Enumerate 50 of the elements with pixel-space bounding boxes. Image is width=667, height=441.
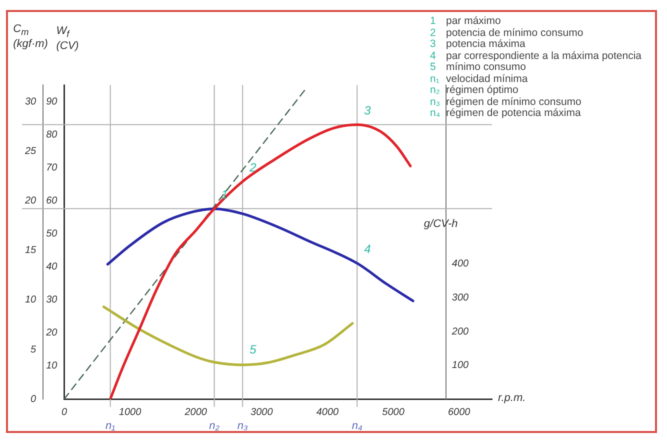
y3-tick-label: 0 bbox=[30, 394, 37, 405]
x-tick-label: 5000 bbox=[382, 406, 405, 418]
x-tick-label: 0 bbox=[61, 406, 68, 418]
y3-tick-label: 25 bbox=[24, 146, 37, 158]
line-series bbox=[102, 306, 354, 366]
line-series bbox=[106, 208, 414, 302]
y-tick-label: 30 bbox=[46, 294, 58, 306]
text: 4 par correspondiente a la máxima potencia bbox=[430, 50, 642, 62]
y-tick-label: 80 bbox=[46, 129, 58, 140]
y3-tick-label: 10 bbox=[25, 294, 37, 306]
y-tick-label: 90 bbox=[46, 96, 58, 108]
annotation: n₁ velocidad mínima bbox=[430, 72, 529, 85]
ref-line-label: n₄ bbox=[352, 420, 362, 432]
line-series bbox=[109, 123, 412, 399]
x-tick-label: 2000 bbox=[184, 406, 208, 418]
text: 5 mínimo consumo bbox=[430, 61, 526, 74]
y-tick-label: 60 bbox=[46, 195, 58, 206]
y3-tick-label: 5 bbox=[30, 344, 37, 356]
x-tick-label: 6000 bbox=[448, 406, 471, 418]
y-tick-label: 10 bbox=[46, 360, 58, 372]
annotation: 5 bbox=[250, 342, 257, 356]
y2-tick-label: 200 bbox=[450, 326, 470, 338]
annotation: n₃ régimen de mínimo consumo bbox=[430, 96, 582, 108]
y-tick-label: 20 bbox=[45, 328, 58, 339]
y-tick-label: 50 bbox=[46, 228, 58, 240]
annotation: 3 bbox=[364, 104, 372, 118]
y3-axis-title: C$_{m}$ (kgf·m) bbox=[13, 23, 49, 50]
y-tick-label: 40 bbox=[46, 262, 58, 273]
y3-tick-label: 15 bbox=[25, 245, 37, 256]
ref-line-label: n₂ bbox=[209, 420, 220, 432]
x-tick-label: 1000 bbox=[118, 406, 142, 418]
annotation: 4 bbox=[364, 242, 372, 256]
y2-tick-label: 300 bbox=[452, 292, 470, 304]
y2-tick-label: 400 bbox=[452, 258, 470, 270]
text: 1 par máximo bbox=[430, 15, 502, 28]
ref-line-label: n₁ bbox=[106, 420, 116, 432]
ref-line-label: n₃ bbox=[237, 420, 248, 432]
y3-tick-label: 30 bbox=[25, 96, 37, 108]
x-tick-label: 3000 bbox=[250, 406, 274, 418]
y-axis-title: W$_{f}$ (CV) bbox=[56, 25, 80, 52]
y2-tick-label: 100 bbox=[452, 360, 470, 372]
x-tick-label: 4000 bbox=[316, 406, 340, 418]
text: 2 potencia de mínimo consumo bbox=[430, 26, 584, 38]
text: 3 potencia máxima bbox=[430, 38, 526, 50]
annotation: n₄ régimen de potencia máxima bbox=[430, 107, 582, 120]
annotation: n₂ régimen óptimo bbox=[430, 84, 520, 96]
y3-tick-label: 20 bbox=[24, 196, 37, 207]
annotation: 2 bbox=[248, 160, 257, 175]
y-tick-label: 70 bbox=[46, 162, 58, 174]
x-axis-title: r.p.m. bbox=[498, 392, 526, 404]
